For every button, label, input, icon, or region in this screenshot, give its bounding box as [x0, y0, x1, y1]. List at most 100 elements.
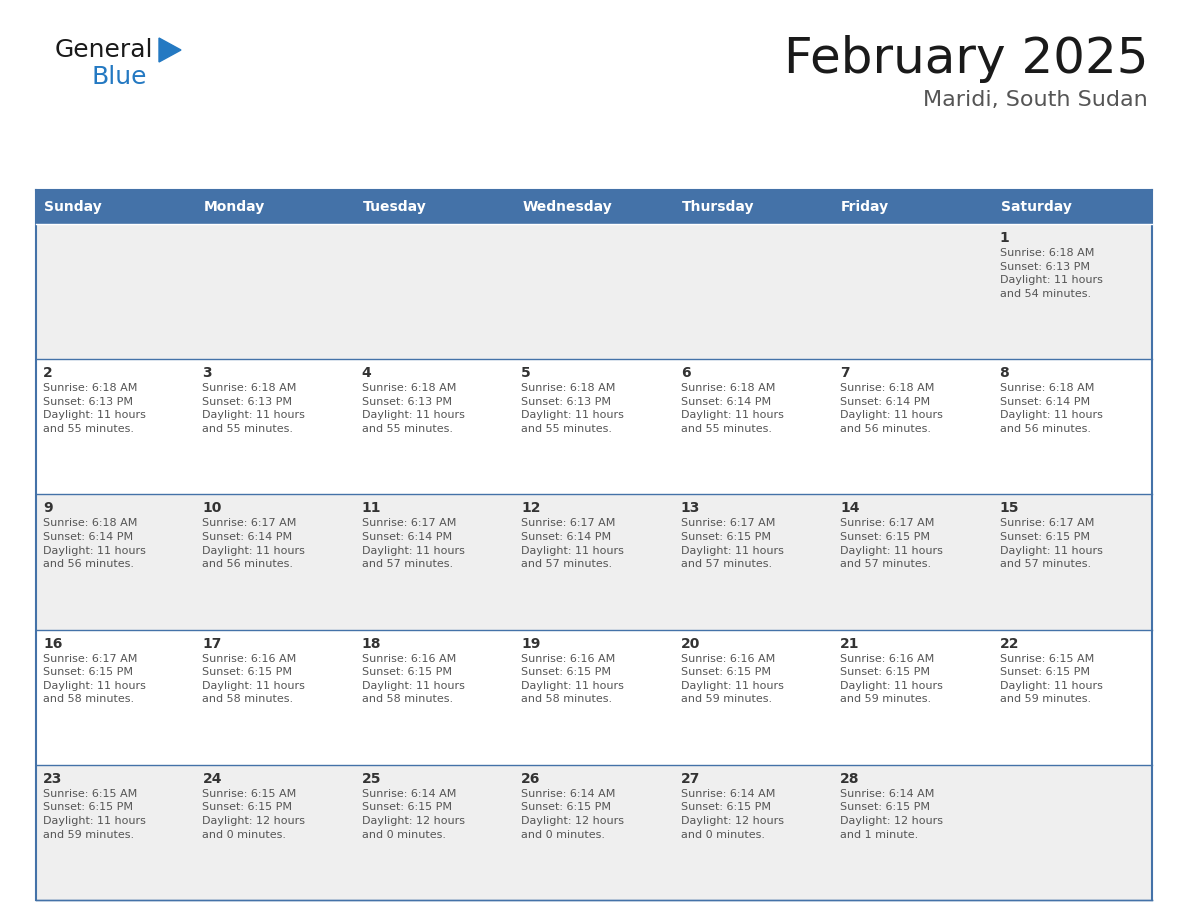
Text: 4: 4 [362, 366, 372, 380]
Text: Sunrise: 6:14 AM
Sunset: 6:15 PM
Daylight: 12 hours
and 0 minutes.: Sunrise: 6:14 AM Sunset: 6:15 PM Dayligh… [522, 789, 624, 840]
Bar [514, 495, 674, 630]
Text: Sunrise: 6:18 AM
Sunset: 6:14 PM
Daylight: 11 hours
and 56 minutes.: Sunrise: 6:18 AM Sunset: 6:14 PM Dayligh… [43, 519, 146, 569]
Text: 11: 11 [362, 501, 381, 515]
Text: 17: 17 [202, 636, 222, 651]
Bar [674, 765, 833, 900]
Bar [833, 359, 992, 495]
Bar [514, 224, 674, 359]
Text: 8: 8 [999, 366, 1010, 380]
Text: Sunrise: 6:17 AM
Sunset: 6:14 PM
Daylight: 11 hours
and 56 minutes.: Sunrise: 6:17 AM Sunset: 6:14 PM Dayligh… [202, 519, 305, 569]
Text: 20: 20 [681, 636, 700, 651]
Bar [36, 495, 196, 630]
Text: Sunrise: 6:17 AM
Sunset: 6:15 PM
Daylight: 11 hours
and 57 minutes.: Sunrise: 6:17 AM Sunset: 6:15 PM Dayligh… [840, 519, 943, 569]
Text: Sunrise: 6:17 AM
Sunset: 6:15 PM
Daylight: 11 hours
and 58 minutes.: Sunrise: 6:17 AM Sunset: 6:15 PM Dayligh… [43, 654, 146, 704]
Bar [196, 224, 355, 359]
Text: 13: 13 [681, 501, 700, 515]
Bar [674, 359, 833, 495]
Text: 18: 18 [362, 636, 381, 651]
Bar [196, 630, 355, 765]
Text: Sunday: Sunday [44, 200, 102, 214]
Bar [674, 630, 833, 765]
Bar [355, 630, 514, 765]
Bar [992, 359, 1152, 495]
Text: Sunrise: 6:15 AM
Sunset: 6:15 PM
Daylight: 12 hours
and 0 minutes.: Sunrise: 6:15 AM Sunset: 6:15 PM Dayligh… [202, 789, 305, 840]
Text: Sunrise: 6:18 AM
Sunset: 6:14 PM
Daylight: 11 hours
and 55 minutes.: Sunrise: 6:18 AM Sunset: 6:14 PM Dayligh… [681, 383, 784, 434]
Bar [833, 224, 992, 359]
Text: Sunrise: 6:14 AM
Sunset: 6:15 PM
Daylight: 12 hours
and 0 minutes.: Sunrise: 6:14 AM Sunset: 6:15 PM Dayligh… [362, 789, 465, 840]
Bar [992, 190, 1152, 224]
Text: Thursday: Thursday [682, 200, 754, 214]
Text: February 2025: February 2025 [784, 35, 1148, 83]
Text: Sunrise: 6:17 AM
Sunset: 6:14 PM
Daylight: 11 hours
and 57 minutes.: Sunrise: 6:17 AM Sunset: 6:14 PM Dayligh… [522, 519, 624, 569]
Text: 23: 23 [43, 772, 63, 786]
Text: Friday: Friday [841, 200, 890, 214]
Text: 1: 1 [999, 231, 1010, 245]
Bar [196, 495, 355, 630]
Text: Sunrise: 6:18 AM
Sunset: 6:14 PM
Daylight: 11 hours
and 56 minutes.: Sunrise: 6:18 AM Sunset: 6:14 PM Dayligh… [999, 383, 1102, 434]
Text: 22: 22 [999, 636, 1019, 651]
Text: Sunrise: 6:17 AM
Sunset: 6:14 PM
Daylight: 11 hours
and 57 minutes.: Sunrise: 6:17 AM Sunset: 6:14 PM Dayligh… [362, 519, 465, 569]
Text: 28: 28 [840, 772, 860, 786]
Bar [514, 630, 674, 765]
Text: Sunrise: 6:18 AM
Sunset: 6:13 PM
Daylight: 11 hours
and 55 minutes.: Sunrise: 6:18 AM Sunset: 6:13 PM Dayligh… [522, 383, 624, 434]
Text: 19: 19 [522, 636, 541, 651]
Bar [196, 190, 355, 224]
Text: Sunrise: 6:15 AM
Sunset: 6:15 PM
Daylight: 11 hours
and 59 minutes.: Sunrise: 6:15 AM Sunset: 6:15 PM Dayligh… [999, 654, 1102, 704]
Bar [355, 359, 514, 495]
Text: Sunrise: 6:14 AM
Sunset: 6:15 PM
Daylight: 12 hours
and 1 minute.: Sunrise: 6:14 AM Sunset: 6:15 PM Dayligh… [840, 789, 943, 840]
Bar [355, 224, 514, 359]
Text: Tuesday: Tuesday [362, 200, 426, 214]
Text: Sunrise: 6:16 AM
Sunset: 6:15 PM
Daylight: 11 hours
and 58 minutes.: Sunrise: 6:16 AM Sunset: 6:15 PM Dayligh… [362, 654, 465, 704]
Bar [196, 765, 355, 900]
Text: 16: 16 [43, 636, 63, 651]
Polygon shape [159, 38, 181, 62]
Text: 3: 3 [202, 366, 211, 380]
Bar [36, 224, 196, 359]
Text: 24: 24 [202, 772, 222, 786]
Text: General: General [55, 38, 153, 62]
Text: 14: 14 [840, 501, 860, 515]
Text: 2: 2 [43, 366, 52, 380]
Text: Sunrise: 6:18 AM
Sunset: 6:13 PM
Daylight: 11 hours
and 54 minutes.: Sunrise: 6:18 AM Sunset: 6:13 PM Dayligh… [999, 248, 1102, 298]
Text: 5: 5 [522, 366, 531, 380]
Bar [992, 495, 1152, 630]
Text: 25: 25 [362, 772, 381, 786]
Bar [36, 630, 196, 765]
Bar [833, 630, 992, 765]
Text: 7: 7 [840, 366, 849, 380]
Bar [355, 495, 514, 630]
Bar [992, 630, 1152, 765]
Bar [833, 765, 992, 900]
Text: 21: 21 [840, 636, 860, 651]
Text: 6: 6 [681, 366, 690, 380]
Text: 10: 10 [202, 501, 222, 515]
Bar [833, 190, 992, 224]
Text: Sunrise: 6:17 AM
Sunset: 6:15 PM
Daylight: 11 hours
and 57 minutes.: Sunrise: 6:17 AM Sunset: 6:15 PM Dayligh… [999, 519, 1102, 569]
Text: Sunrise: 6:16 AM
Sunset: 6:15 PM
Daylight: 11 hours
and 59 minutes.: Sunrise: 6:16 AM Sunset: 6:15 PM Dayligh… [840, 654, 943, 704]
Bar [992, 224, 1152, 359]
Text: Sunrise: 6:18 AM
Sunset: 6:13 PM
Daylight: 11 hours
and 55 minutes.: Sunrise: 6:18 AM Sunset: 6:13 PM Dayligh… [43, 383, 146, 434]
Text: Sunrise: 6:16 AM
Sunset: 6:15 PM
Daylight: 11 hours
and 59 minutes.: Sunrise: 6:16 AM Sunset: 6:15 PM Dayligh… [681, 654, 784, 704]
Text: 9: 9 [43, 501, 52, 515]
Text: Maridi, South Sudan: Maridi, South Sudan [923, 90, 1148, 110]
Text: Sunrise: 6:16 AM
Sunset: 6:15 PM
Daylight: 11 hours
and 58 minutes.: Sunrise: 6:16 AM Sunset: 6:15 PM Dayligh… [202, 654, 305, 704]
Bar [36, 359, 196, 495]
Bar [833, 495, 992, 630]
Text: Sunrise: 6:17 AM
Sunset: 6:15 PM
Daylight: 11 hours
and 57 minutes.: Sunrise: 6:17 AM Sunset: 6:15 PM Dayligh… [681, 519, 784, 569]
Bar [674, 190, 833, 224]
Bar [992, 765, 1152, 900]
Bar [514, 190, 674, 224]
Bar [355, 190, 514, 224]
Bar [36, 190, 196, 224]
Text: Sunrise: 6:18 AM
Sunset: 6:13 PM
Daylight: 11 hours
and 55 minutes.: Sunrise: 6:18 AM Sunset: 6:13 PM Dayligh… [362, 383, 465, 434]
Text: Saturday: Saturday [1000, 200, 1072, 214]
Text: 12: 12 [522, 501, 541, 515]
Text: Sunrise: 6:18 AM
Sunset: 6:13 PM
Daylight: 11 hours
and 55 minutes.: Sunrise: 6:18 AM Sunset: 6:13 PM Dayligh… [202, 383, 305, 434]
Text: Sunrise: 6:16 AM
Sunset: 6:15 PM
Daylight: 11 hours
and 58 minutes.: Sunrise: 6:16 AM Sunset: 6:15 PM Dayligh… [522, 654, 624, 704]
Text: Sunrise: 6:18 AM
Sunset: 6:14 PM
Daylight: 11 hours
and 56 minutes.: Sunrise: 6:18 AM Sunset: 6:14 PM Dayligh… [840, 383, 943, 434]
Bar [674, 224, 833, 359]
Text: 27: 27 [681, 772, 700, 786]
Bar [355, 765, 514, 900]
Text: Wednesday: Wednesday [523, 200, 612, 214]
Text: 26: 26 [522, 772, 541, 786]
